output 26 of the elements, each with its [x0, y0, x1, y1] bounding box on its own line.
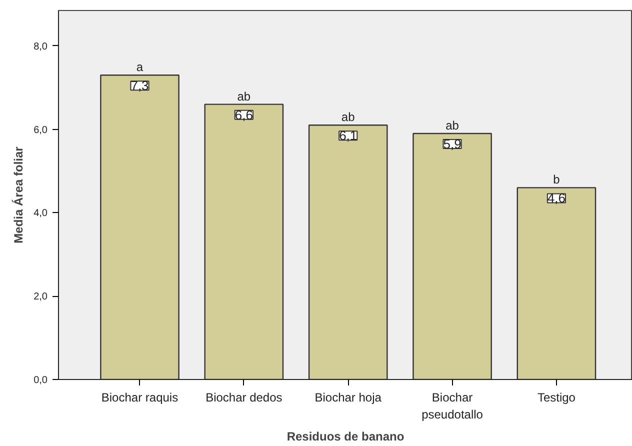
- x-tick-label: Biochar pseudotallo: [422, 390, 484, 422]
- x-tick-label: Biochar dedos: [206, 390, 282, 404]
- data-label: 7,3: [130, 78, 149, 94]
- bar: [412, 132, 492, 380]
- x-tick-label: Biochar raquis: [101, 390, 178, 404]
- x-axis-title: Residuos de banano: [286, 429, 404, 444]
- x-tick-label: Biochar hoja: [314, 390, 382, 404]
- annotation: ab: [446, 118, 460, 132]
- y-tick-label: 4,0: [34, 208, 48, 220]
- data-label: 6,1: [339, 128, 358, 144]
- y-axis-title: Media Área foliar: [12, 146, 26, 244]
- x-tick-label: Testigo: [537, 390, 576, 404]
- data-label: 5,9: [443, 136, 462, 152]
- bar: [308, 124, 388, 380]
- data-label: 6,6: [234, 107, 253, 122]
- y-tick-label: 2,0: [34, 292, 48, 303]
- bar: [204, 104, 284, 380]
- annotation: a: [136, 60, 144, 74]
- annotation: ab: [237, 89, 251, 104]
- bar: [516, 187, 596, 380]
- annotation: b: [553, 172, 560, 187]
- y-tick-label: 8,0: [34, 41, 48, 52]
- bar: [100, 74, 180, 380]
- y-tick-label: 6,0: [34, 124, 48, 136]
- y-tick-label: 0,0: [34, 375, 48, 386]
- annotation: ab: [341, 110, 356, 124]
